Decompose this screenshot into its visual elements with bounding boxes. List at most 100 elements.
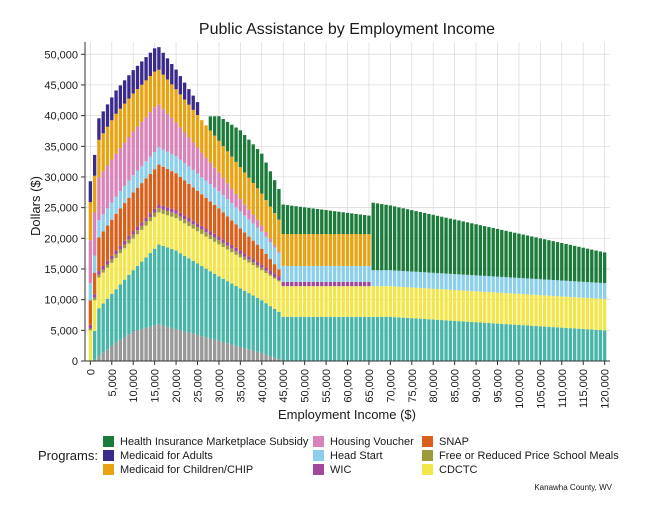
bar-segment [140, 84, 144, 122]
bar-segment [208, 184, 213, 202]
bar-segment [405, 271, 410, 288]
bar-segment [268, 259, 273, 271]
bar-segment [140, 165, 144, 184]
bar-segment [131, 175, 135, 193]
bar-segment [521, 325, 525, 361]
bar-segment [97, 356, 101, 361]
bar-segment [337, 281, 341, 287]
bar-segment [221, 119, 225, 147]
bar-segment [105, 165, 110, 209]
bar-segment [594, 282, 598, 299]
bar-segment [585, 298, 590, 330]
bar-segment [140, 222, 144, 226]
bar-segment [122, 103, 127, 143]
bar-segment [118, 148, 123, 192]
bar-segment [225, 343, 230, 361]
bar-segment [418, 212, 423, 273]
bar-segment [311, 234, 315, 266]
bar-segment [178, 176, 183, 213]
bar-segment [131, 93, 135, 132]
bar-segment [487, 292, 491, 324]
bar-segment [110, 120, 114, 160]
bar-segment [277, 311, 281, 360]
bar-segment [324, 265, 328, 282]
bar-segment [225, 121, 230, 152]
bar-segment [174, 218, 178, 251]
bar-segment [178, 330, 183, 361]
bar-segment [555, 296, 560, 328]
bar-segment [517, 293, 521, 325]
bar-segment [161, 166, 165, 206]
bar-segment [114, 90, 118, 114]
bar-segment [362, 281, 367, 287]
bar-segment [564, 280, 568, 297]
bar-segment [427, 213, 431, 273]
bar-segment [337, 286, 341, 317]
x-tick-label: 35,000 [235, 369, 247, 403]
bar-segment [225, 245, 230, 250]
bar-segment [470, 291, 474, 322]
bar-segment [187, 221, 191, 226]
y-tick-label: 25,000 [44, 203, 78, 215]
bar-segment [358, 265, 363, 282]
bar-segment [182, 163, 187, 181]
bar-segment [200, 120, 204, 153]
bar-segment [247, 349, 251, 361]
legend-label: Free or Reduced Price School Meals [439, 450, 619, 462]
bar-segment [251, 262, 255, 266]
bar-segment [88, 181, 93, 203]
bar-segment [285, 286, 290, 317]
bar-segment [307, 265, 311, 282]
bar-segment [88, 283, 93, 301]
bar-segment [320, 265, 324, 282]
bar-segment [140, 225, 144, 230]
bar-segment [350, 281, 354, 287]
bar-segment [495, 292, 500, 324]
bar-segment [110, 255, 114, 260]
bar-segment [148, 76, 153, 113]
bar-segment [260, 264, 264, 268]
bar-segment [504, 230, 508, 278]
legend-swatch [103, 464, 114, 475]
bar-segment [208, 234, 213, 240]
bar-segment [418, 318, 423, 361]
bar-segment [105, 260, 110, 265]
bar-segment [448, 273, 453, 290]
bar-segment [457, 274, 461, 291]
bar-segment [208, 231, 213, 235]
bar-segment [165, 79, 170, 114]
bar-segment [375, 270, 380, 287]
bar-segment [92, 359, 97, 361]
bar-segment [538, 238, 543, 280]
bar-segment [157, 208, 161, 213]
bar-segment [375, 316, 380, 361]
bar-segment [568, 281, 573, 297]
bar-segment [187, 332, 191, 361]
bar-segment [247, 219, 251, 237]
bar-segment [247, 293, 251, 350]
bar-segment [247, 262, 251, 294]
bar-segment [547, 326, 551, 361]
bar-segment [97, 277, 101, 309]
bar-segment [401, 270, 405, 287]
bar-segment [118, 85, 123, 109]
bar-segment [105, 264, 110, 268]
x-tick-label: 100,000 [514, 369, 526, 409]
bar-segment [191, 142, 195, 171]
bar-segment [114, 113, 118, 154]
bar-segment [551, 279, 555, 296]
y-axis-title: Dollars ($) [28, 176, 43, 236]
bar-segment [157, 104, 161, 148]
bar-segment [208, 271, 213, 339]
bar-segment [590, 298, 594, 330]
bar-segment [354, 316, 358, 361]
bar-segment [110, 159, 114, 203]
bar-segment [350, 265, 354, 282]
bar-segment [101, 272, 105, 304]
bar-segment [148, 253, 153, 327]
bar-segment [358, 214, 363, 235]
bar-segment [405, 317, 410, 361]
bar-segment [251, 259, 255, 263]
bar-segment [290, 234, 294, 266]
y-tick-label: 50,000 [44, 49, 78, 61]
